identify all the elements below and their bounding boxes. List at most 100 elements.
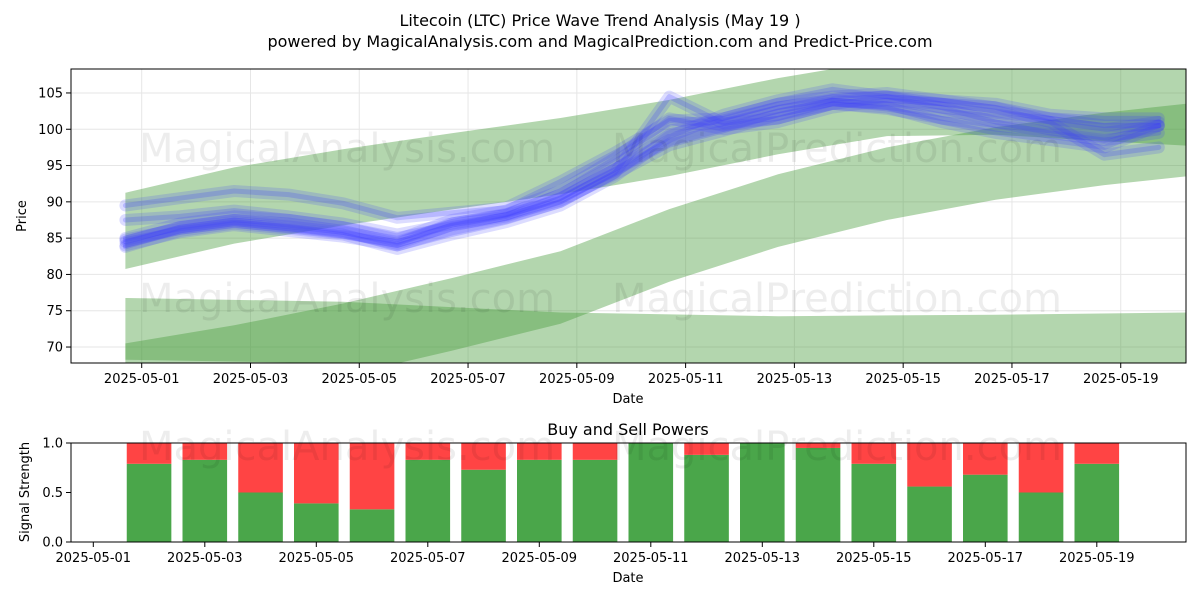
signal-ylabel: Signal Strength xyxy=(18,442,33,542)
price-grid xyxy=(71,69,1186,363)
buy-bar xyxy=(851,463,897,542)
sell-bar xyxy=(1018,443,1064,493)
price-ylabel: Price xyxy=(15,200,30,232)
buy-bar xyxy=(684,454,729,542)
watermark-prediction-mid: MagicalPrediction.com xyxy=(612,276,1062,322)
watermark-analysis-mid: MagicalAnalysis.com xyxy=(139,276,555,322)
sell-bar xyxy=(1074,443,1120,464)
wave-4 xyxy=(122,94,1162,248)
buy-bar xyxy=(517,459,562,542)
watermarks-top: MagicalAnalysis.com MagicalPrediction.co… xyxy=(139,126,1062,322)
signal-axes: 2025-05-01 2025-05-03 2025-05-05 2025-05-07… xyxy=(42,437,1134,567)
signal-xtick-label: 2025-05-09 xyxy=(502,551,578,566)
sell-bar xyxy=(349,443,395,510)
price-ytick-label: 90 xyxy=(46,195,63,210)
signal-ytick-label: 1.0 xyxy=(42,437,63,452)
signal-xtick-label: 2025-05-03 xyxy=(167,551,243,566)
sell-bar xyxy=(405,443,451,460)
watermark-prediction-bottom: MagicalPrediction.com xyxy=(612,424,1062,470)
signal-xlabel: Date xyxy=(612,571,643,586)
wave-3-halo xyxy=(119,94,1165,246)
signal-ytick-label: 0.0 xyxy=(42,536,63,551)
watermarks-bottom: MagicalAnalysis.com MagicalPrediction.co… xyxy=(139,424,1062,470)
signal-chart: Buy and Sell Powers MagicalAnalysis.com … xyxy=(18,420,1187,586)
buy-bar xyxy=(963,474,1008,542)
sell-bar xyxy=(963,443,1008,475)
price-axes: 2025-05-01 2025-05-03 2025-05-05 2025-05-07… xyxy=(38,86,1158,387)
chart-subtitle: powered by MagicalAnalysis.com and Magic… xyxy=(267,32,932,51)
chart-title: Litecoin (LTC) Price Wave Trend Analysis… xyxy=(399,11,800,30)
buy-bar xyxy=(1074,463,1120,542)
price-xtick-label: 2025-05-13 xyxy=(757,372,833,387)
sell-bar xyxy=(238,443,283,493)
price-xtick-label: 2025-05-11 xyxy=(648,372,724,387)
wave-6-halo xyxy=(119,90,1165,241)
price-ytick-label: 80 xyxy=(46,268,63,283)
sell-bar xyxy=(572,443,618,460)
price-xtick-label: 2025-05-05 xyxy=(321,372,397,387)
price-xtick-label: 2025-05-15 xyxy=(865,372,941,387)
wave-7-halo xyxy=(119,97,1165,248)
price-ytick-label: 100 xyxy=(38,123,63,138)
price-xtick-label: 2025-05-09 xyxy=(539,372,615,387)
sell-bar xyxy=(182,443,228,460)
price-plot-background xyxy=(71,69,1186,363)
wave-5 xyxy=(122,90,1162,221)
price-xtick-label: 2025-05-19 xyxy=(1083,372,1159,387)
sell-bar xyxy=(851,443,897,464)
buy-bar xyxy=(1018,492,1064,542)
buy-bar xyxy=(238,492,283,542)
wave-3 xyxy=(122,97,1162,243)
sell-bar xyxy=(294,443,339,504)
buy-bar xyxy=(740,443,785,542)
wave-2-halo xyxy=(119,83,1165,255)
price-xtick-label: 2025-05-03 xyxy=(213,372,289,387)
price-xtick-label: 2025-05-01 xyxy=(104,372,180,387)
watermark-prediction-top: MagicalPrediction.com xyxy=(612,126,1062,172)
upper-trend-band xyxy=(125,69,1186,269)
sell-bar xyxy=(126,443,172,464)
price-ytick-label: 105 xyxy=(38,86,63,101)
price-xtick-label: 2025-05-07 xyxy=(430,372,506,387)
watermark-analysis-bottom: MagicalAnalysis.com xyxy=(139,424,555,470)
wave-1-halo xyxy=(119,94,1165,250)
signal-xtick-label: 2025-05-05 xyxy=(279,551,355,566)
signal-xtick-label: 2025-05-11 xyxy=(613,551,689,566)
wave-6 xyxy=(122,94,1162,237)
signal-xtick-label: 2025-05-13 xyxy=(725,551,801,566)
price-ytick-label: 85 xyxy=(46,232,63,247)
buy-bar xyxy=(182,459,228,542)
signal-xtick-label: 2025-05-17 xyxy=(948,551,1024,566)
buy-bar xyxy=(907,486,952,542)
price-xlabel: Date xyxy=(612,392,643,407)
middle-trend-band xyxy=(125,103,1186,363)
buy-bar xyxy=(405,459,451,542)
wave-5-halo xyxy=(119,87,1165,224)
price-ytick-label: 75 xyxy=(46,304,63,319)
buy-bar xyxy=(572,459,618,542)
watermark-analysis-top: MagicalAnalysis.com xyxy=(139,126,555,172)
price-waves xyxy=(119,83,1165,255)
sell-bar xyxy=(461,443,506,470)
trend-bands xyxy=(125,69,1186,363)
sell-bar xyxy=(684,443,729,455)
buy-bar xyxy=(126,463,172,542)
sell-bar xyxy=(517,443,562,460)
wave-1 xyxy=(122,97,1162,247)
wave-7 xyxy=(122,101,1162,245)
sell-bar xyxy=(795,443,841,448)
lower-trend-band xyxy=(125,298,1186,363)
buy-bar xyxy=(461,469,506,542)
buy-bar xyxy=(349,509,395,542)
buy-bar xyxy=(628,443,674,542)
signal-xtick-label: 2025-05-19 xyxy=(1059,551,1135,566)
signal-ytick-label: 0.5 xyxy=(42,486,63,501)
price-ytick-label: 70 xyxy=(46,341,63,356)
price-ytick-label: 95 xyxy=(46,159,63,174)
buy-bar xyxy=(795,447,841,542)
price-xtick-label: 2025-05-17 xyxy=(974,372,1050,387)
price-plot-frame xyxy=(70,68,1187,364)
buy-bar xyxy=(294,503,339,542)
signal-xtick-label: 2025-05-07 xyxy=(390,551,466,566)
wave-2 xyxy=(122,86,1162,252)
